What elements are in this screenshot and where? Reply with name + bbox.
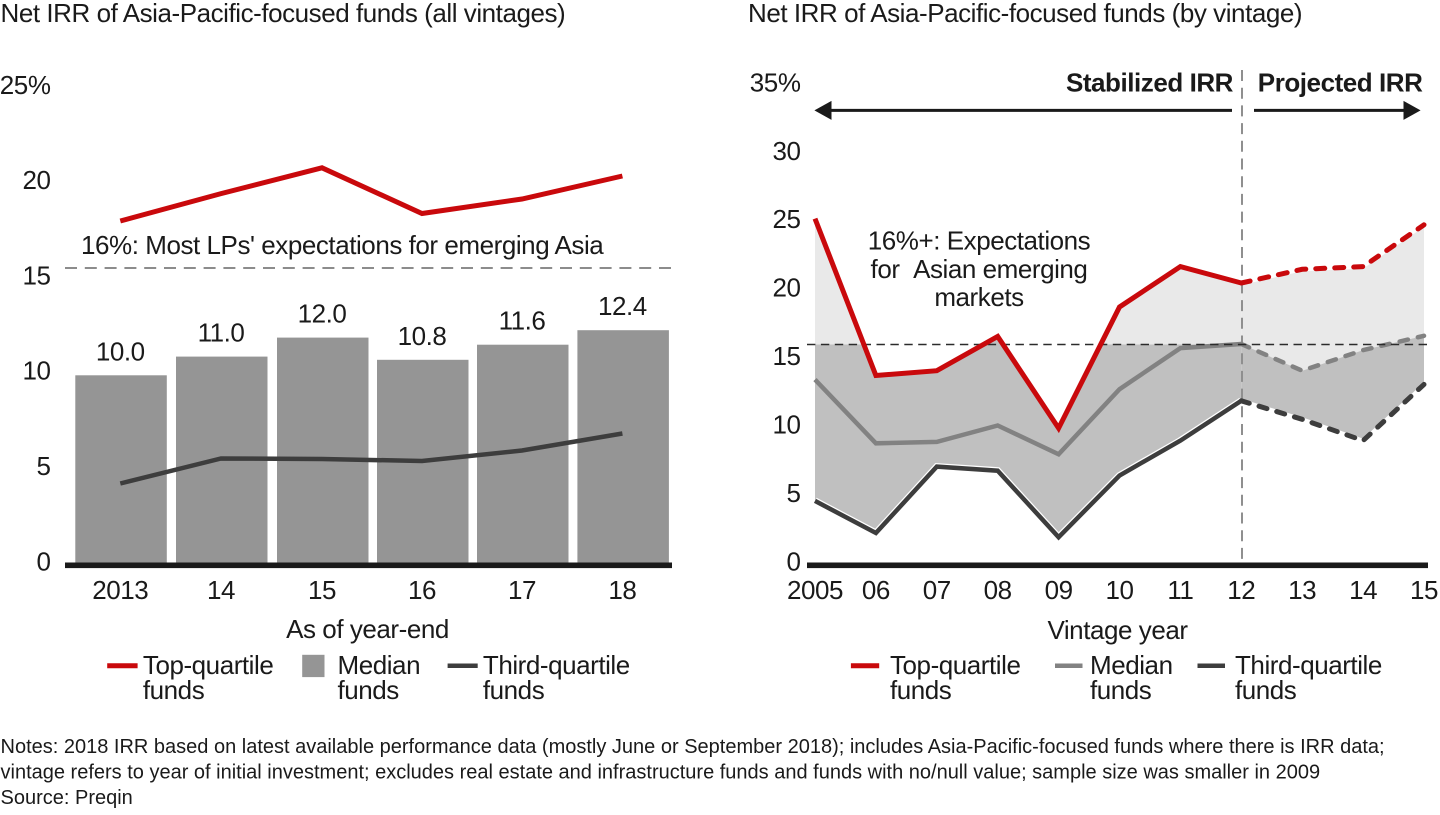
svg-text:Notes: 2018 IRR based on lates: Notes: 2018 IRR based on latest availabl… — [1, 736, 1385, 758]
svg-text:Net IRR of Asia-Pacific-focuse: Net IRR of Asia-Pacific-focused funds (a… — [1, 0, 566, 28]
svg-text:funds: funds — [890, 675, 952, 705]
svg-text:Third-quartile: Third-quartile — [483, 650, 630, 680]
svg-text:As of year-end: As of year-end — [286, 614, 449, 644]
svg-text:12.4: 12.4 — [598, 291, 647, 321]
svg-text:vintage refers to year of init: vintage refers to year of initial invest… — [1, 762, 1321, 784]
svg-text:Vintage year: Vintage year — [1047, 615, 1188, 645]
svg-text:14: 14 — [1349, 575, 1377, 605]
svg-text:10.8: 10.8 — [398, 321, 447, 351]
svg-text:11: 11 — [1167, 575, 1193, 605]
svg-text:35%: 35% — [750, 67, 801, 97]
svg-text:for Asian emerging: for Asian emerging — [871, 254, 1088, 284]
svg-text:20: 20 — [772, 273, 800, 303]
svg-text:Median: Median — [338, 650, 421, 680]
svg-text:2013: 2013 — [92, 575, 148, 605]
svg-text:11.0: 11.0 — [198, 318, 245, 348]
svg-text:Third-quartile: Third-quartile — [1235, 650, 1382, 680]
svg-text:funds: funds — [1235, 675, 1297, 705]
svg-text:Source: Preqin: Source: Preqin — [1, 787, 133, 809]
svg-text:14: 14 — [207, 575, 235, 605]
svg-text:0: 0 — [786, 546, 800, 576]
svg-text:13: 13 — [1288, 575, 1316, 605]
svg-text:25: 25 — [772, 204, 800, 234]
svg-text:Median: Median — [1090, 650, 1173, 680]
svg-text:5: 5 — [786, 478, 800, 508]
svg-text:Top-quartile: Top-quartile — [143, 650, 273, 680]
svg-text:25%: 25% — [0, 70, 51, 100]
svg-text:11.6: 11.6 — [499, 306, 546, 336]
svg-text:10: 10 — [22, 356, 50, 386]
svg-text:16%+: Expectations: 16%+: Expectations — [868, 226, 1091, 256]
svg-text:Projected IRR: Projected IRR — [1258, 68, 1423, 98]
svg-text:08: 08 — [984, 575, 1012, 605]
svg-text:12.0: 12.0 — [298, 299, 347, 329]
svg-text:12: 12 — [1227, 575, 1255, 605]
svg-text:15: 15 — [1410, 575, 1438, 605]
svg-text:15: 15 — [772, 341, 800, 371]
svg-text:10: 10 — [1105, 575, 1133, 605]
svg-text:15: 15 — [308, 575, 336, 605]
svg-text:17: 17 — [508, 575, 536, 605]
svg-text:Top-quartile: Top-quartile — [890, 650, 1020, 680]
svg-text:5: 5 — [36, 451, 50, 481]
svg-text:Net IRR of Asia-Pacific-focuse: Net IRR of Asia-Pacific-focused funds (b… — [748, 0, 1302, 28]
svg-text:16%: Most LPs' expectations fo: 16%: Most LPs' expectations for emerging… — [81, 230, 604, 260]
svg-text:funds: funds — [1090, 675, 1152, 705]
svg-text:30: 30 — [772, 136, 800, 166]
svg-text:18: 18 — [608, 575, 636, 605]
svg-text:06: 06 — [862, 575, 890, 605]
svg-text:09: 09 — [1045, 575, 1073, 605]
svg-text:2005: 2005 — [787, 575, 843, 605]
svg-text:Stabilized IRR: Stabilized IRR — [1066, 68, 1234, 98]
svg-text:funds: funds — [483, 675, 545, 705]
svg-text:0: 0 — [36, 546, 50, 576]
svg-text:funds: funds — [338, 675, 400, 705]
svg-text:07: 07 — [923, 575, 951, 605]
svg-text:16: 16 — [408, 575, 436, 605]
svg-text:10.0: 10.0 — [96, 336, 145, 366]
svg-text:funds: funds — [143, 675, 205, 705]
svg-text:10: 10 — [772, 410, 800, 440]
svg-text:20: 20 — [22, 165, 50, 195]
svg-text:15: 15 — [22, 260, 50, 290]
svg-text:markets: markets — [934, 282, 1024, 312]
